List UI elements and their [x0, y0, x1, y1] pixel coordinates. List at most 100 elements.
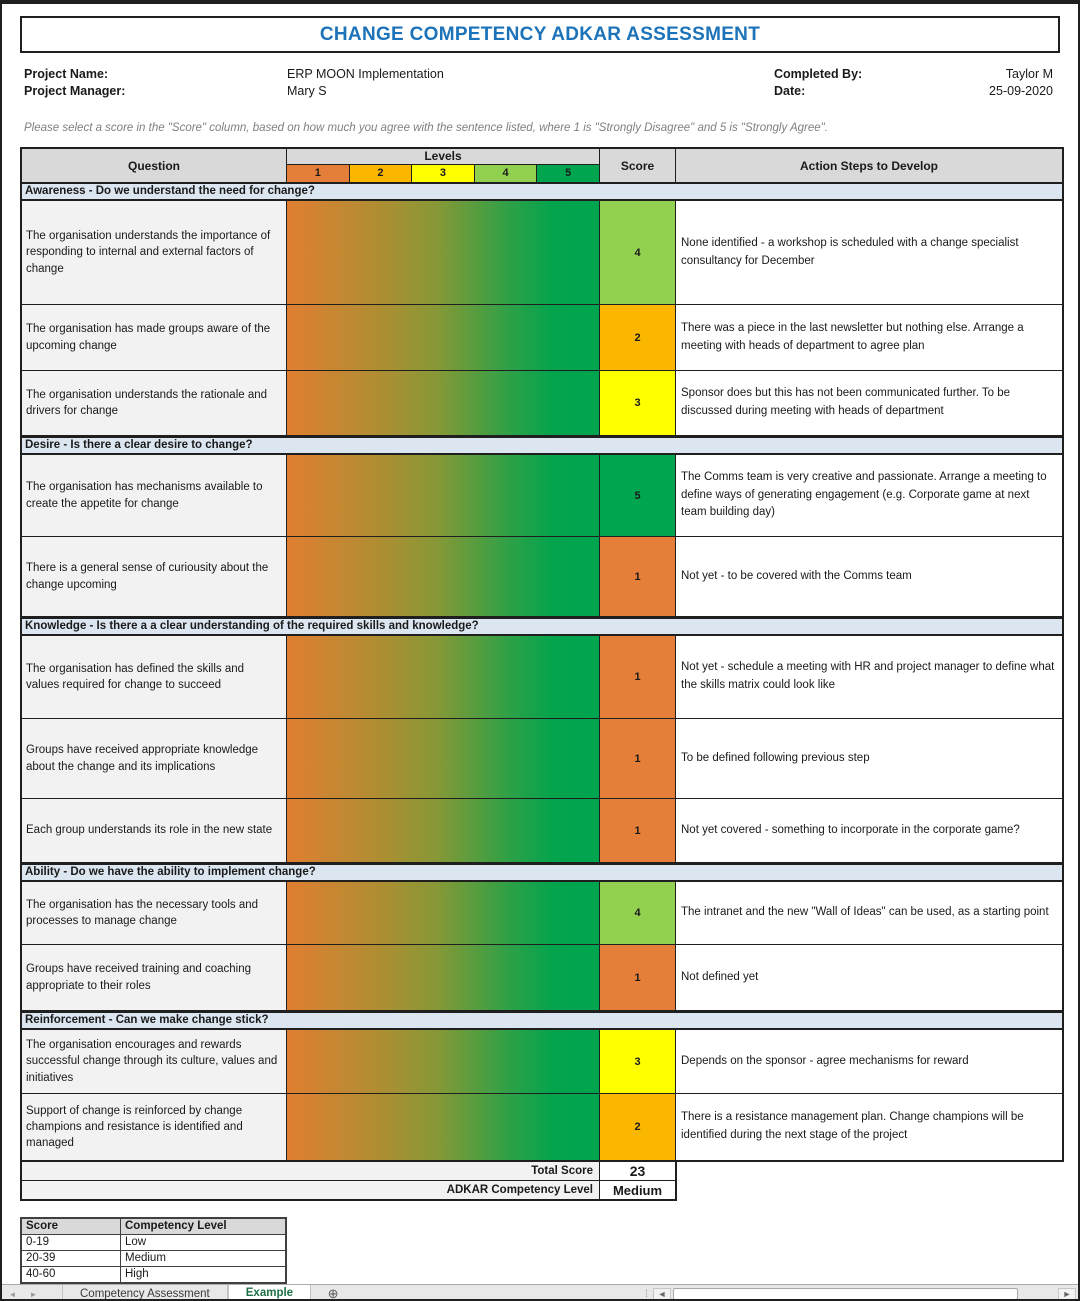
levels-gradient-cell — [287, 719, 600, 798]
levels-gradient-cell — [287, 1094, 600, 1160]
legend-score-range: 0-19 — [22, 1235, 121, 1250]
score-column-header: Score — [600, 149, 676, 182]
total-score-label: Total Score — [22, 1162, 600, 1180]
legend-row: 20-39 Medium — [22, 1251, 285, 1267]
score-cell[interactable]: 1 — [600, 636, 676, 718]
assessment-row: The organisation has mechanisms availabl… — [22, 455, 1062, 537]
levels-gradient-cell — [287, 455, 600, 536]
section-header: Awareness - Do we understand the need fo… — [22, 182, 1062, 201]
legend-row: 40-60 High — [22, 1267, 285, 1282]
action-steps-cell: None identified - a workshop is schedule… — [676, 201, 1062, 304]
action-steps-cell: Depends on the sponsor - agree mechanism… — [676, 1030, 1062, 1093]
tab-spacer — [44, 1285, 62, 1299]
hscroll-left-icon[interactable]: ◄ — [653, 1288, 671, 1299]
question-cell: The organisation has made groups aware o… — [22, 305, 287, 370]
levels-gradient-cell — [287, 1030, 600, 1093]
legend-competency-level: High — [125, 1268, 149, 1280]
sheet-nav-right-icon[interactable]: ► — [29, 1289, 38, 1299]
question-cell: There is a general sense of curiousity a… — [22, 537, 287, 616]
date-label: Date: — [774, 84, 806, 98]
assessment-row: The organisation encourages and rewards … — [22, 1030, 1062, 1094]
score-cell[interactable]: 1 — [600, 945, 676, 1010]
legend-rows: 0-19 Low 20-39 Medium 40-60 High — [22, 1235, 285, 1282]
sheet-tab-competency-assessment[interactable]: Competency Assessment — [62, 1285, 228, 1299]
project-name-label: Project Name: — [24, 67, 109, 81]
assessment-row: Each group understands its role in the n… — [22, 799, 1062, 863]
project-meta: Project Name: ERP MOON Implementation Co… — [24, 66, 1053, 100]
score-cell[interactable]: 4 — [600, 882, 676, 944]
assessment-row: The organisation has the necessary tools… — [22, 882, 1062, 945]
section-header: Ability - Do we have the ability to impl… — [22, 863, 1062, 882]
score-cell[interactable]: 1 — [600, 799, 676, 862]
levels-gradient-cell — [287, 537, 600, 616]
action-steps-cell: There was a piece in the last newsletter… — [676, 305, 1062, 370]
page-title: CHANGE COMPETENCY ADKAR ASSESSMENT — [319, 23, 761, 45]
sheet-tab-example[interactable]: Example — [227, 1285, 312, 1299]
level-1-cell: 1 — [287, 165, 350, 182]
assessment-rows: Awareness - Do we understand the need fo… — [22, 182, 1062, 1160]
legend-competency-level: Medium — [125, 1252, 166, 1264]
sheet-tabs: Competency Assessment Example — [62, 1285, 312, 1299]
action-steps-cell: Sponsor does but this has not been commu… — [676, 371, 1062, 435]
score-cell[interactable]: 2 — [600, 305, 676, 370]
assessment-row: There is a general sense of curiousity a… — [22, 537, 1062, 617]
legend-score-range: 20-39 — [22, 1251, 121, 1266]
hscroll-thumb[interactable] — [673, 1288, 1018, 1299]
score-cell[interactable]: 1 — [600, 719, 676, 798]
hscroll-track[interactable] — [1018, 1285, 1058, 1299]
legend-row: 0-19 Low — [22, 1235, 285, 1251]
assessment-row: Support of change is reinforced by chang… — [22, 1094, 1062, 1160]
assessment-row: Groups have received appropriate knowled… — [22, 719, 1062, 799]
score-cell[interactable]: 2 — [600, 1094, 676, 1160]
assessment-row: The organisation has defined the skills … — [22, 636, 1062, 719]
score-cell[interactable]: 3 — [600, 371, 676, 435]
hscroll-right-icon[interactable]: ► — [1058, 1288, 1076, 1299]
project-manager-label: Project Manager: — [24, 84, 126, 98]
completed-by-label: Completed By: — [774, 67, 863, 81]
levels-gradient-cell — [287, 371, 600, 435]
score-cell[interactable]: 5 — [600, 455, 676, 536]
levels-gradient-cell — [287, 201, 600, 304]
action-steps-cell: The intranet and the new "Wall of Ideas"… — [676, 882, 1062, 944]
tab-splitter-handle[interactable]: ⁞ — [645, 1288, 648, 1300]
question-cell: Support of change is reinforced by chang… — [22, 1094, 287, 1160]
action-steps-cell: Not yet - to be covered with the Comms t… — [676, 537, 1062, 616]
competency-level-label: ADKAR Competency Level — [22, 1181, 600, 1199]
date-value: 25-09-2020 — [989, 84, 1053, 98]
score-cell[interactable]: 3 — [600, 1030, 676, 1093]
project-name-value: ERP MOON Implementation — [287, 67, 444, 81]
level-2-cell: 2 — [349, 165, 413, 182]
project-manager-value: Mary S — [287, 84, 327, 98]
score-cell[interactable]: 4 — [600, 201, 676, 304]
assessment-row: Groups have received training and coachi… — [22, 945, 1062, 1011]
action-steps-cell: There is a resistance management plan. C… — [676, 1094, 1062, 1160]
question-cell: The organisation understands the rationa… — [22, 371, 287, 435]
action-steps-cell: Not yet - schedule a meeting with HR and… — [676, 636, 1062, 718]
action-steps-cell: To be defined following previous step — [676, 719, 1062, 798]
score-cell[interactable]: 1 — [600, 537, 676, 616]
instructions-text: Please select a score in the "Score" col… — [24, 122, 828, 134]
legend-score-range: 40-60 — [22, 1267, 121, 1282]
question-cell: The organisation has the necessary tools… — [22, 882, 287, 944]
action-steps-cell: The Comms team is very creative and pass… — [676, 455, 1062, 536]
question-column-header: Question — [22, 149, 287, 182]
question-cell: Groups have received training and coachi… — [22, 945, 287, 1010]
action-column-header: Action Steps to Develop — [799, 158, 939, 173]
levels-gradient-cell — [287, 636, 600, 718]
legend-score-header: Score — [22, 1219, 121, 1234]
question-cell: Each group understands its role in the n… — [22, 799, 287, 862]
new-sheet-button[interactable]: ⊕ — [327, 1286, 339, 1301]
tab-bar-space — [355, 1285, 639, 1299]
assessment-row: The organisation understands the importa… — [22, 201, 1062, 305]
action-steps-cell: Not yet covered - something to incorpora… — [676, 799, 1062, 862]
sheet-nav-left-icon[interactable]: ◄ — [8, 1289, 17, 1299]
totals-block: Total Score 23 ADKAR Competency Level Me… — [20, 1162, 677, 1201]
level-3-cell: 3 — [412, 165, 475, 182]
legend-competency-level: Low — [125, 1236, 147, 1248]
level-4-cell: 4 — [474, 165, 538, 182]
levels-gradient-cell — [287, 305, 600, 370]
title-box: CHANGE COMPETENCY ADKAR ASSESSMENT — [20, 16, 1060, 53]
